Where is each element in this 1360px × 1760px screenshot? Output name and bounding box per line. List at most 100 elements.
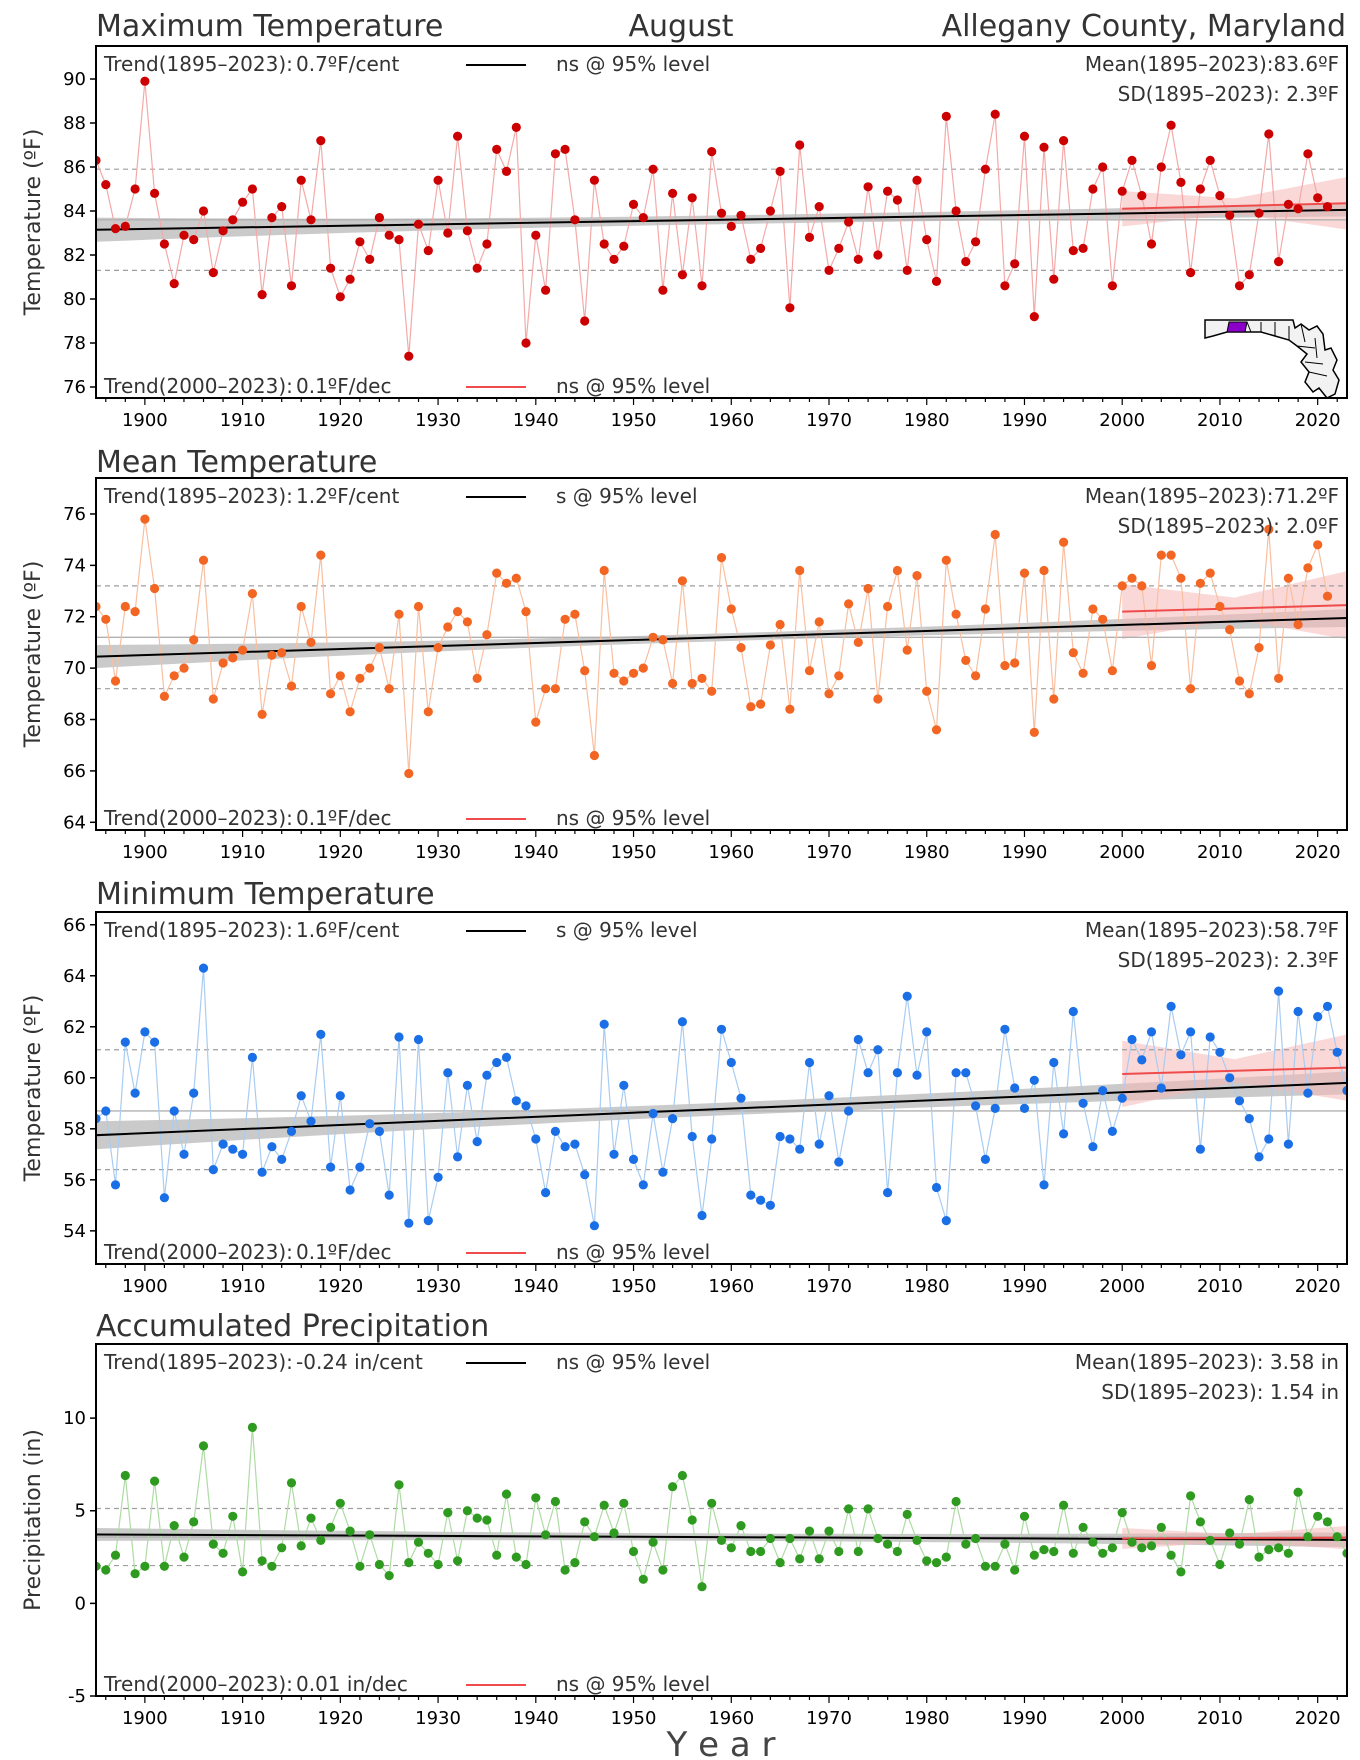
data-point (365, 254, 375, 264)
data-point (423, 246, 433, 256)
data-point (824, 1091, 834, 1101)
data-point (1195, 184, 1205, 194)
chart-panel-4: Accumulated Precipitation -5 0 5 10 1900 1910 1… (21, 1309, 1348, 1729)
data-point (922, 1027, 932, 1037)
data-point (1010, 658, 1020, 668)
data-point (482, 239, 492, 249)
x-tick-label: 1980 (904, 1276, 950, 1297)
data-point (541, 285, 551, 295)
long-trend-significance: s @ 95% level (556, 484, 698, 508)
data-point (101, 180, 111, 190)
recent-trend-confidence-band (1122, 177, 1347, 230)
data-point (628, 1546, 639, 1557)
x-tick-label: 1940 (513, 1708, 559, 1729)
data-point (1176, 177, 1186, 187)
data-point (883, 1188, 893, 1198)
data-point (443, 1508, 453, 1518)
data-point (550, 1126, 561, 1136)
data-point (462, 1080, 472, 1090)
data-point (844, 1504, 854, 1514)
data-point (1166, 1001, 1176, 1012)
y-tick-label: 74 (63, 555, 86, 576)
data-point (609, 1528, 619, 1538)
data-point (492, 1057, 502, 1068)
data-point (404, 1558, 414, 1568)
data-point (1283, 199, 1293, 209)
data-point (1166, 550, 1176, 560)
data-point (335, 1498, 345, 1508)
long-trend-significance: s @ 95% level (556, 918, 698, 942)
x-tick-label: 1930 (415, 842, 461, 863)
data-point (1274, 986, 1284, 996)
data-point (1244, 1114, 1254, 1124)
data-point (472, 1137, 482, 1147)
data-point (159, 691, 169, 702)
data-point (873, 694, 883, 704)
data-point (198, 1441, 209, 1451)
data-point (589, 1532, 600, 1542)
data-point (150, 188, 160, 198)
data-point (883, 601, 893, 612)
data-point (1322, 1517, 1333, 1527)
x-tick-label: 1960 (708, 842, 754, 863)
data-point (687, 1515, 697, 1525)
data-point (453, 1152, 463, 1162)
data-point (140, 514, 150, 524)
data-point (511, 1096, 521, 1106)
long-trend-confidence-band (96, 203, 1347, 242)
data-point (462, 226, 472, 236)
data-point (1322, 1001, 1333, 1012)
x-tick-label: 1940 (513, 842, 559, 863)
data-point (1166, 1550, 1176, 1560)
data-point (971, 237, 981, 247)
data-point (892, 565, 903, 576)
x-tick-label: 2010 (1197, 1708, 1243, 1729)
data-point (1264, 524, 1274, 535)
data-point (1049, 274, 1059, 284)
data-point (541, 1530, 551, 1540)
data-point (951, 206, 961, 216)
y-tick-label: 54 (63, 1221, 86, 1242)
data-point (824, 265, 834, 275)
y-axis-label: Precipitation (in) (21, 1429, 46, 1611)
data-point (1254, 1552, 1264, 1562)
x-tick-label: 2010 (1197, 1276, 1243, 1297)
data-point (785, 1533, 795, 1544)
data-point (1019, 1103, 1030, 1113)
data-point (238, 197, 248, 207)
data-point (941, 555, 951, 565)
data-point (648, 632, 658, 642)
data-point (883, 1539, 893, 1549)
data-point (658, 285, 668, 295)
data-point (1205, 155, 1215, 165)
x-tick-label: 1970 (806, 410, 852, 431)
data-point (961, 1539, 971, 1549)
data-point (443, 622, 453, 632)
data-point (668, 1482, 678, 1492)
data-point (501, 1489, 512, 1499)
y-tick-label: 64 (63, 812, 86, 833)
data-point (922, 686, 932, 696)
data-point (638, 213, 648, 223)
data-point (726, 1543, 736, 1553)
data-point (1146, 239, 1157, 249)
data-point (1078, 243, 1088, 253)
mean-annotation: Mean(1895–2023): 3.58 in (1075, 1350, 1339, 1374)
data-point (198, 206, 209, 216)
data-point (306, 1116, 316, 1126)
data-point (1215, 601, 1225, 612)
data-point (335, 671, 345, 681)
data-point (951, 1068, 961, 1078)
data-point (130, 1569, 140, 1579)
chart-panel-1: 76 78 80 82 84 86 88 90 1900 1910 1920 1930 1940 1950… (21, 45, 1348, 431)
long-trend-line (96, 208, 1347, 231)
data-point (1186, 1491, 1196, 1501)
data-point (736, 210, 746, 220)
data-point (159, 239, 169, 249)
data-point (247, 1052, 257, 1062)
data-point (560, 614, 570, 624)
data-point (589, 1221, 600, 1231)
y-tick-label: 10 (63, 1408, 86, 1429)
data-point (941, 111, 951, 121)
